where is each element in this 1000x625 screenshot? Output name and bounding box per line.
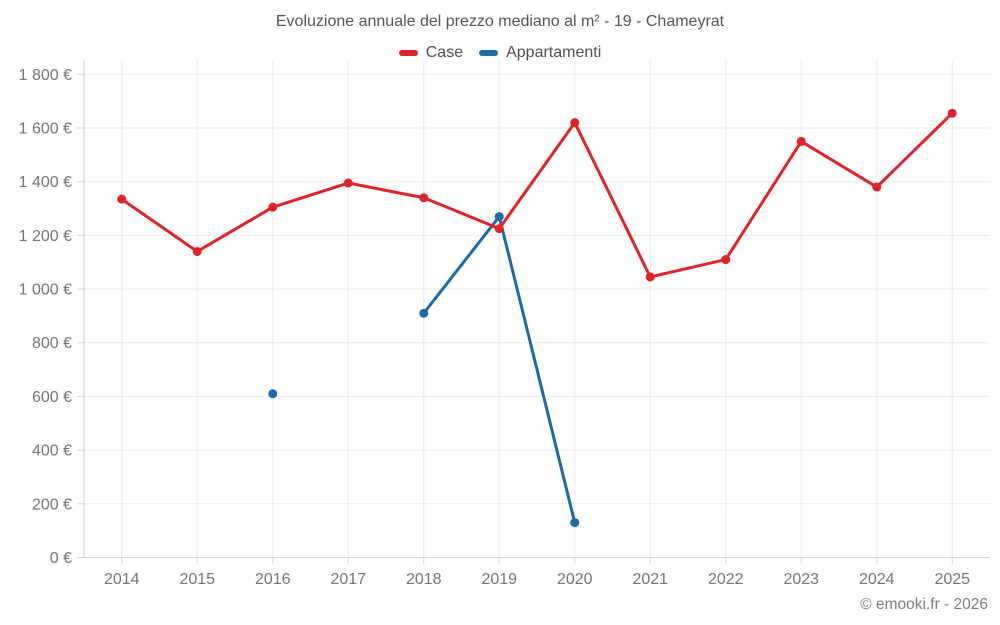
x-tick-label: 2022 [708,571,744,588]
x-tick-label: 2024 [859,571,895,588]
legend-swatch-case-icon [398,50,418,56]
y-tick-label: 1 600 € [19,120,72,137]
data-point-case-2015[interactable] [192,246,202,256]
y-tick-label: 0 € [50,550,72,567]
legend-item-case[interactable]: Case [398,44,464,62]
series-line-case [120,111,954,279]
x-tick-label: 2020 [557,571,593,588]
data-point-appartamenti-2020[interactable] [570,518,580,528]
y-tick-label: 400 € [32,443,72,460]
legend-label-case: Case [425,44,464,61]
x-tick-label: 2016 [255,571,291,588]
data-point-appartamenti-2018[interactable] [419,308,429,318]
x-tick-label: 2015 [179,571,215,588]
x-tick-label: 2025 [934,571,970,588]
data-point-case-2018[interactable] [419,193,429,203]
chart-legend: Case Appartamenti [0,44,1000,62]
legend-item-appartamenti[interactable]: Appartamenti [479,44,601,62]
data-point-appartamenti-2019[interactable] [494,212,504,222]
x-tick-label: 2018 [406,571,442,588]
y-tick-label: 1 800 € [19,67,72,84]
data-point-case-2024[interactable] [872,182,882,192]
data-point-case-2022[interactable] [721,255,731,265]
copyright-footer: © emooki.fr - 2026 [860,596,988,613]
x-tick-label: 2021 [632,571,668,588]
y-tick-label: 200 € [32,496,72,513]
y-tick-label: 1 400 € [19,174,72,191]
y-tick-label: 800 € [32,335,72,352]
chart-title: Evoluzione annuale del prezzo mediano al… [275,13,725,30]
data-point-case-2021[interactable] [645,272,655,282]
y-tick-label: 1 200 € [19,228,72,245]
x-tick-label: 2023 [783,571,819,588]
data-point-case-2020[interactable] [570,118,580,128]
data-point-appartamenti-2016[interactable] [268,389,278,399]
y-tick-label: 1 000 € [19,282,72,299]
data-point-case-2019[interactable] [494,224,504,234]
y-tick-label: 600 € [32,389,72,406]
legend-label-appartamenti: Appartamenti [506,44,602,61]
data-point-case-2025[interactable] [947,108,957,118]
data-point-case-2016[interactable] [268,202,278,212]
x-tick-label: 2014 [104,571,140,588]
x-tick-label: 2019 [481,571,517,588]
x-tick-label: 2017 [330,571,366,588]
data-point-case-2023[interactable] [796,136,806,146]
data-point-case-2014[interactable] [117,194,127,204]
legend-swatch-appartamenti-icon [479,50,499,56]
data-point-case-2017[interactable] [343,178,353,188]
